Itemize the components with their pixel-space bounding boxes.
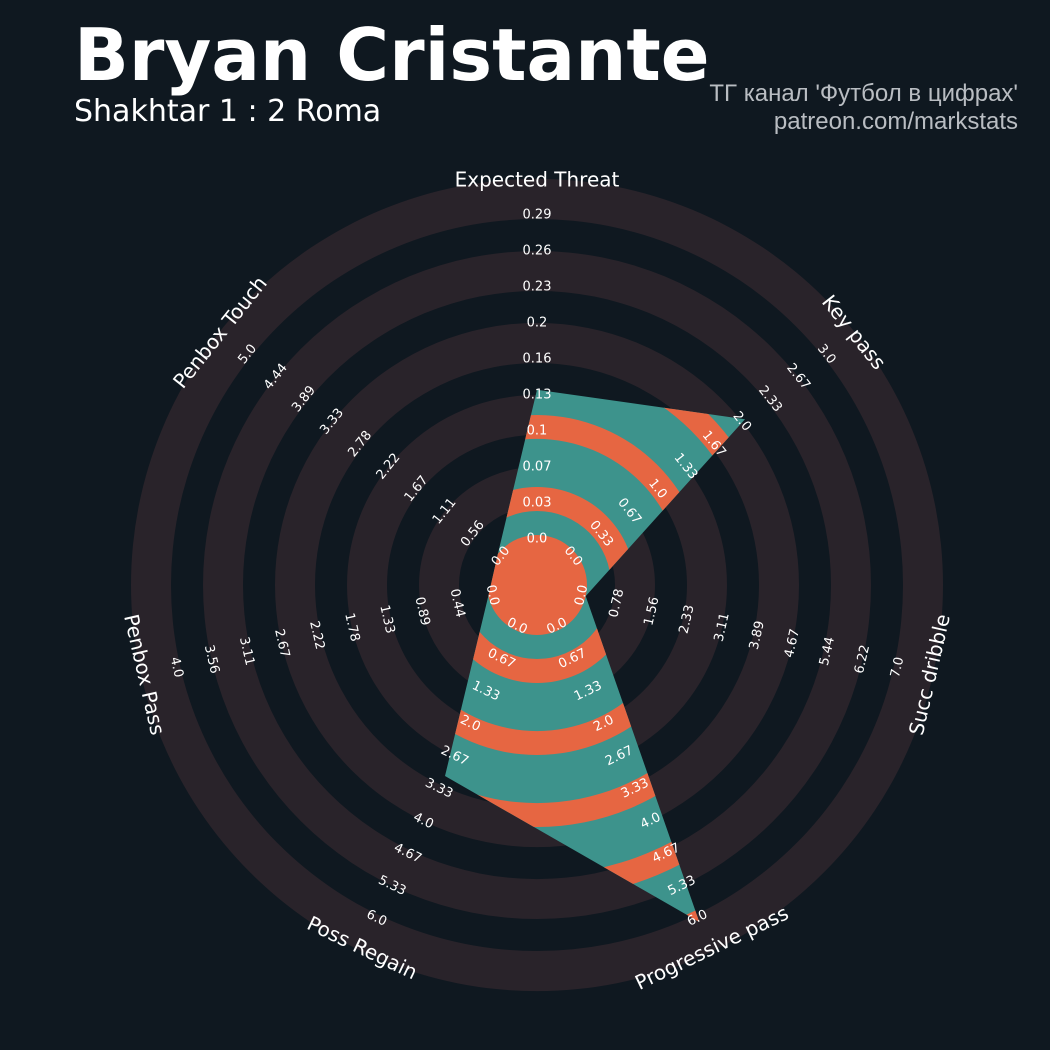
match-score-subtitle: Shakhtar 1 : 2 Roma — [74, 94, 382, 129]
tick-label: 0.1 — [527, 424, 548, 439]
tick-label: 0.16 — [523, 352, 552, 367]
tick-label: 0.23 — [523, 280, 552, 295]
tick-label: 2.33 — [677, 604, 698, 636]
credit-telegram: ТГ канал 'Футбол в цифрах' — [709, 80, 1018, 107]
tick-label: 1.78 — [341, 612, 362, 644]
center-circle — [487, 535, 587, 635]
tick-label: 6.22 — [852, 644, 873, 676]
param-label: Expected Threat — [455, 168, 620, 192]
credit-block: ТГ канал 'Футбол в цифрах' patreon.com/m… — [709, 80, 1018, 136]
tick-label: 3.11 — [712, 612, 733, 644]
tick-label: 0.29 — [523, 208, 552, 223]
tick-label: 1.56 — [641, 596, 662, 628]
tick-label: 0.03 — [523, 496, 552, 511]
tick-label: 0.2 — [527, 316, 548, 331]
tick-label: 3.11 — [236, 636, 257, 668]
player-name-title: Bryan Cristante — [74, 13, 710, 97]
tick-label: 4.67 — [782, 628, 803, 660]
tick-label: 1.33 — [376, 604, 397, 636]
tick-label: 0.26 — [523, 244, 552, 259]
tick-label: 0.07 — [523, 460, 552, 475]
tick-label: 5.44 — [817, 636, 838, 668]
tick-label: 3.56 — [201, 644, 222, 676]
tick-label: 2.22 — [306, 620, 327, 652]
tick-label: 0.0 — [527, 532, 548, 547]
tick-label: 2.67 — [271, 628, 292, 660]
tick-label: 0.13 — [523, 388, 552, 403]
tick-label: 0.0 — [483, 583, 502, 607]
tick-label: 0.78 — [606, 587, 627, 619]
tick-label: 0.0 — [572, 583, 591, 607]
tick-label: 0.89 — [411, 596, 432, 628]
tick-label: 0.44 — [447, 587, 468, 619]
credit-patreon: patreon.com/markstats — [773, 108, 1018, 135]
tick-label: 7.0 — [888, 656, 907, 680]
tick-label: 4.0 — [167, 656, 186, 680]
tick-label: 3.89 — [747, 620, 768, 652]
